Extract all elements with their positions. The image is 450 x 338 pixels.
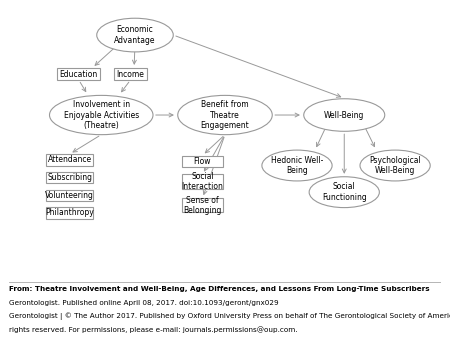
Ellipse shape [360,150,430,181]
Ellipse shape [262,150,332,181]
FancyBboxPatch shape [46,190,94,201]
Text: Flow: Flow [194,157,211,166]
Text: Philanthropy: Philanthropy [45,209,94,217]
Text: Subscribing: Subscribing [47,173,92,182]
Ellipse shape [97,18,173,52]
Text: Well-Being: Well-Being [324,111,365,120]
Text: Social
Interaction: Social Interaction [181,172,224,191]
Text: Benefit from
Theatre
Engagement: Benefit from Theatre Engagement [201,100,249,130]
Text: Psychological
Well-Being: Psychological Well-Being [369,156,421,175]
FancyBboxPatch shape [46,172,94,183]
Text: Involvement in
Enjoyable Activities
(Theatre): Involvement in Enjoyable Activities (The… [63,100,139,130]
FancyBboxPatch shape [46,207,94,219]
Text: rights reserved. For permissions, please e-mail: journals.permissions@oup.com.: rights reserved. For permissions, please… [9,326,297,333]
Ellipse shape [178,95,272,135]
Text: Income: Income [117,70,144,79]
FancyBboxPatch shape [46,154,94,166]
Text: Volunteering: Volunteering [45,191,94,200]
Ellipse shape [304,99,385,131]
Text: Attendance: Attendance [48,155,92,164]
FancyBboxPatch shape [114,69,147,80]
Text: Education: Education [59,70,98,79]
FancyBboxPatch shape [58,69,100,80]
Ellipse shape [50,95,153,135]
FancyBboxPatch shape [182,156,223,167]
FancyBboxPatch shape [182,174,223,189]
Text: Economic
Advantage: Economic Advantage [114,25,156,45]
FancyBboxPatch shape [182,198,223,212]
Text: Gerontologist. Published online April 08, 2017. doi:10.1093/geront/gnx029: Gerontologist. Published online April 08… [9,300,279,306]
Text: Gerontologist | © The Author 2017. Published by Oxford University Press on behal: Gerontologist | © The Author 2017. Publi… [9,312,450,320]
Text: Sense of
Belonging: Sense of Belonging [183,196,222,215]
Ellipse shape [309,177,379,208]
Text: Social
Functioning: Social Functioning [322,183,367,202]
Text: Hedonic Well-
Being: Hedonic Well- Being [271,156,323,175]
Text: From: Theatre Involvement and Well-Being, Age Differences, and Lessons From Long: From: Theatre Involvement and Well-Being… [9,286,430,292]
